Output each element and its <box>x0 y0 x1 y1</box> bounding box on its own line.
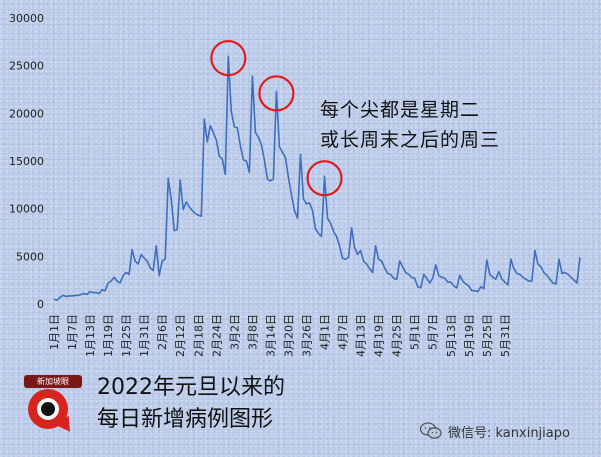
y-tick-label: 0 <box>37 298 44 311</box>
x-tick-label: 2月24日 <box>210 314 223 357</box>
peak-circle <box>210 40 247 77</box>
y-tick-label: 15000 <box>9 155 44 168</box>
x-tick-label: 4月19日 <box>373 314 386 357</box>
caption-line-1: 2022年元旦以来的 <box>97 375 285 400</box>
annotation-text: 每个尖都是星期二 或长周末之后的周三 <box>320 95 600 155</box>
x-tick-label: 3月8日 <box>246 314 259 350</box>
x-tick-label: 2月18日 <box>192 314 205 357</box>
x-tick-label: 3月26日 <box>300 314 313 357</box>
x-tick-label: 5月7日 <box>427 314 440 350</box>
x-axis: 1月1日 1月7日 1月13日 1月19日 1月25日 1月31日 2月6日 2月12日 2月1… <box>48 314 512 357</box>
peak-circle <box>306 160 343 197</box>
camera-lens-icon <box>41 402 55 416</box>
watermark-text: 微信号: kanxinjiapo <box>448 425 570 441</box>
x-tick-label: 2月6日 <box>156 314 169 350</box>
x-tick-label: 2月12日 <box>174 314 187 357</box>
caption-line-2: 每日新增病例图形 <box>97 407 274 432</box>
brand-logo: 新加坡眼 <box>22 375 84 441</box>
x-tick-label: 3月20日 <box>282 314 295 357</box>
x-tick-label: 1月13日 <box>84 314 97 357</box>
x-tick-label: 1月1日 <box>48 314 61 350</box>
x-tick-label: 1月7日 <box>66 314 79 350</box>
y-tick-label: 30000 <box>9 12 44 25</box>
caption: 2022年元旦以来的 每日新增病例图形 <box>97 372 377 436</box>
x-tick-label: 5月25日 <box>481 314 494 357</box>
x-tick-label: 1月19日 <box>102 314 115 357</box>
y-axis: 0 5000 10000 15000 20000 25000 30000 <box>9 12 44 311</box>
series-line <box>53 55 581 301</box>
peak-circle <box>258 75 295 112</box>
x-tick-label: 5月1日 <box>409 314 422 350</box>
x-tick-label: 1月31日 <box>138 314 151 357</box>
x-tick-label: 3月14日 <box>264 314 277 357</box>
logo-badge: 新加坡眼 <box>24 375 82 388</box>
wechat-icon <box>420 422 442 439</box>
annotation-line-2: 或长周末之后的周三 <box>320 129 501 151</box>
annotation-line-1: 每个尖都是星期二 <box>320 99 481 121</box>
y-tick-label: 5000 <box>16 250 44 263</box>
x-tick-label: 1月25日 <box>120 314 133 357</box>
x-tick-label: 4月13日 <box>355 314 368 357</box>
x-tick-label: 5月31日 <box>499 314 512 357</box>
x-tick-label: 5月19日 <box>463 314 476 357</box>
x-tick-label: 5月13日 <box>445 314 458 357</box>
series-group <box>53 55 581 301</box>
y-tick-label: 25000 <box>9 60 44 73</box>
annotation-circles <box>210 40 343 197</box>
y-tick-label: 10000 <box>9 203 44 216</box>
x-tick-label: 3月2日 <box>228 314 241 350</box>
x-tick-label: 4月7日 <box>337 314 350 350</box>
x-tick-label: 4月1日 <box>319 314 332 350</box>
x-tick-label: 4月25日 <box>391 314 404 357</box>
y-tick-label: 20000 <box>9 107 44 120</box>
watermark: 微信号: kanxinjiapo <box>420 420 570 442</box>
